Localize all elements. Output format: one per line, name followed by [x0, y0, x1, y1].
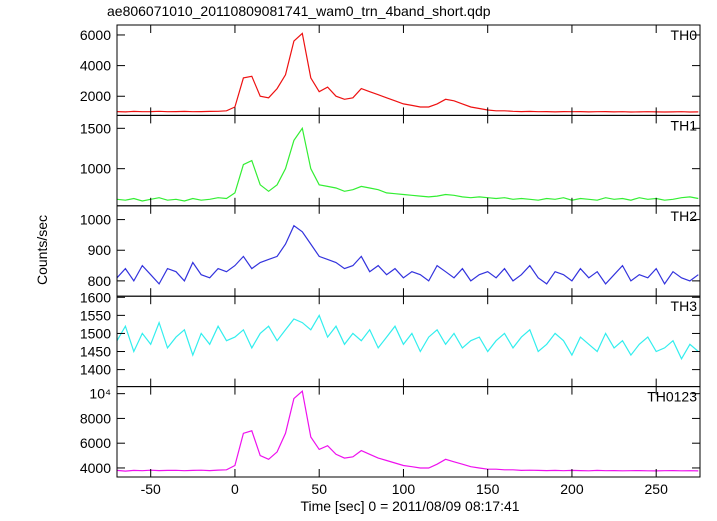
- y-tick-label: 1500: [80, 120, 111, 136]
- y-tick-label: 1600: [80, 289, 111, 305]
- light-curve: [116, 32, 699, 113]
- panel-label: TH0123: [647, 389, 697, 405]
- panel-label: TH0: [671, 27, 698, 43]
- y-tick-label: 1000: [80, 212, 111, 228]
- y-tick-label: 4000: [80, 58, 111, 74]
- x-tick-label: 0: [231, 481, 239, 497]
- x-tick-label: 150: [476, 481, 500, 497]
- panel-label: TH1: [671, 117, 698, 133]
- y-tick-label: 8000: [80, 410, 111, 426]
- panel-frame: [116, 114, 701, 207]
- x-tick-label: 100: [392, 481, 416, 497]
- light-curve: [116, 390, 699, 472]
- y-tick-label: 1550: [80, 307, 111, 323]
- y-tick-label: 4000: [80, 460, 111, 476]
- x-tick-label: 250: [645, 481, 669, 497]
- panel-label: TH3: [671, 298, 698, 314]
- y-tick-label: 6000: [80, 27, 111, 43]
- y-tick-label: 1400: [80, 362, 111, 378]
- light-curve: [116, 224, 699, 286]
- panel-frame: [116, 295, 701, 388]
- y-tick-label: 6000: [80, 435, 111, 451]
- y-tick-label: 10⁴: [89, 386, 111, 402]
- light-curve: [116, 314, 699, 361]
- y-tick-label: 1000: [80, 161, 111, 177]
- panel-frame: [116, 205, 701, 297]
- x-tick-label: 200: [560, 481, 584, 497]
- x-tick-label: -50: [141, 481, 161, 497]
- y-tick-label: 900: [88, 242, 112, 258]
- y-axis-label: Counts/sec: [34, 215, 50, 285]
- panel-frame: [116, 24, 701, 116]
- y-tick-label: 2000: [80, 88, 111, 104]
- y-tick-label: 1500: [80, 325, 111, 341]
- x-tick-label: 50: [311, 481, 327, 497]
- panel-label: TH2: [671, 208, 698, 224]
- light-curve: [116, 126, 699, 202]
- panel-frame: [116, 386, 701, 478]
- x-axis-label: Time [sec] 0 = 2011/08/09 08:17:41: [300, 498, 519, 514]
- chart-title: ae806071010_20110809081741_wam0_trn_4ban…: [107, 3, 491, 19]
- y-tick-label: 1450: [80, 344, 111, 360]
- y-tick-label: 800: [88, 273, 112, 289]
